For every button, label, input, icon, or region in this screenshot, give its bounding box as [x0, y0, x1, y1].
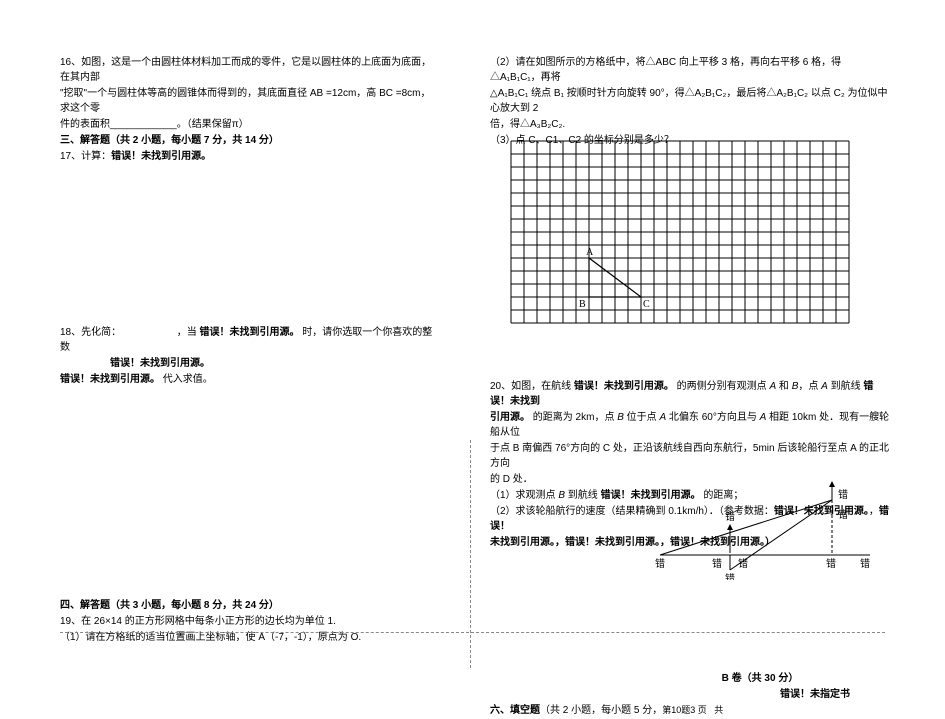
svg-text:错: 错: [655, 557, 665, 570]
section-6-heading: 六、填空题（共 2 小题，每小题 5 分，第10题3 页 共: [490, 703, 890, 718]
horizontal-divider: [60, 632, 885, 633]
navigation-diagram: 错错错错错错错错错: [640, 480, 880, 583]
q19-line1: 19、在 26×14 的正方形网格中每条小正方形的边长均为单位 1.: [60, 614, 440, 629]
q20-line2: 引用源。 的距离为 2km，点 B 位于点 A 北偏东 60°方向且与 A 相距…: [490, 410, 890, 440]
q17: 17、计算：错误！未找到引用源。: [60, 149, 440, 164]
b-paper-heading: B 卷（共 30 分）: [490, 671, 890, 686]
q18-line1: 18、先化简： ，当 错误！未找到引用源。 时，请你选取一个你喜欢的整数: [60, 325, 440, 355]
svg-text:错: 错: [838, 508, 848, 521]
q16-line3: 件的表面积____________。（结果保留π）: [60, 117, 440, 132]
grid-figure: A B C: [510, 140, 870, 327]
right-t3: 倍，得△A₃B₂C₂.: [490, 117, 890, 132]
svg-text:错: 错: [712, 557, 722, 570]
svg-text:B: B: [579, 299, 586, 310]
svg-text:错: 错: [725, 572, 735, 580]
q16-line2: "挖取"一个与圆柱体等高的圆锥体而得到的，其底面直径 AB =12cm，高 BC…: [60, 86, 440, 116]
grid-svg: A B C: [510, 140, 850, 324]
q18-line2: 错误！未找到引用源。: [60, 356, 440, 371]
q20-line1: 20、如图，在航线 错误！未找到引用源。 的两侧分别有观测点 A 和 B，点 A…: [490, 379, 890, 409]
section-4-heading: 四、解答题（共 3 小题，每小题 8 分，共 24 分）: [60, 598, 440, 613]
left-column: 16、如图，这是一个由圆柱体材料加工而成的零件，它是以圆柱体的上底面为底面，在其…: [60, 55, 440, 646]
error-bookmark: 错误！未指定书: [490, 687, 890, 702]
right-t1: （2）请在如图所示的方格纸中，将△ABC 向上平移 3 格，再向右平移 6 格，…: [490, 55, 890, 85]
svg-text:错: 错: [738, 557, 748, 570]
section-3-heading: 三、解答题（共 2 小题，每小题 7 分，共 14 分）: [60, 133, 440, 148]
svg-text:错: 错: [725, 510, 735, 523]
svg-text:错: 错: [826, 557, 836, 570]
diagram-svg: 错错错错错错错错错: [640, 480, 880, 580]
q16-line1: 16、如图，这是一个由圆柱体材料加工而成的零件，它是以圆柱体的上底面为底面，在其…: [60, 55, 440, 85]
q20-line3: 于点 B 南偏西 76°方向的 C 处，正沿该航线自西向东航行，5min 后该轮…: [490, 441, 890, 471]
q18-line3: 错误！未找到引用源。 代入求值。: [60, 372, 440, 387]
svg-text:错: 错: [860, 557, 870, 570]
right-t2: △A₁B₁C₁ 绕点 B₁ 按顺时针方向旋转 90°，得△A₂B₁C₂，最后将△…: [490, 86, 890, 116]
svg-text:错: 错: [838, 488, 848, 501]
vertical-divider: [470, 440, 471, 668]
svg-text:C: C: [643, 299, 650, 310]
svg-text:A: A: [586, 247, 594, 258]
